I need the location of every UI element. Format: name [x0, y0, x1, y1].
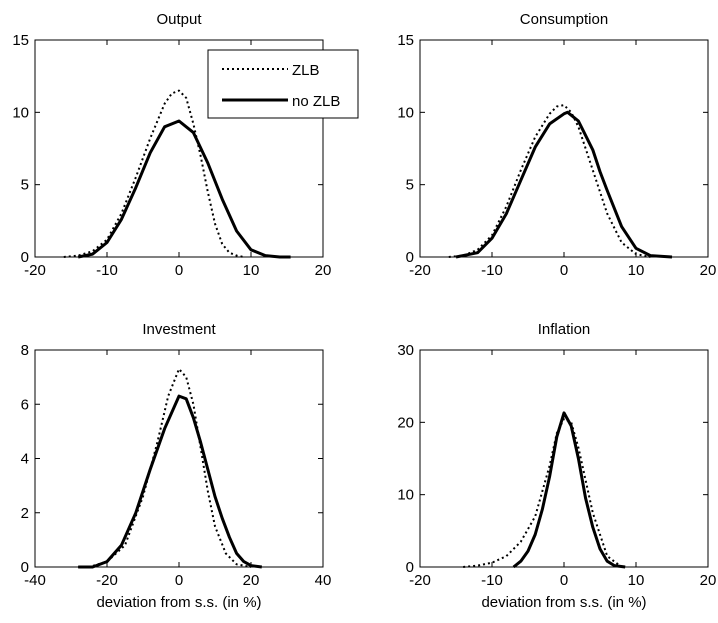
x-tick-label: -40 [24, 572, 46, 589]
x-tick-label: 20 [700, 262, 717, 279]
x-tick-label: 0 [560, 262, 568, 279]
y-tick-label: 10 [397, 104, 414, 121]
y-tick-label: 4 [21, 451, 29, 468]
y-tick-label: 10 [12, 104, 29, 121]
series-line-no-zlb [455, 110, 673, 259]
legend-box [207, 49, 359, 119]
x-tick-label: -10 [481, 262, 503, 279]
x-tick-label: -10 [96, 262, 118, 279]
x-tick-label: 40 [315, 572, 332, 589]
panel-title: Consumption [520, 11, 608, 28]
x-tick-label: -20 [24, 262, 46, 279]
legend-entry: ZLB [292, 62, 320, 79]
x-axis-label: deviation from s.s. (in %) [96, 594, 261, 611]
series-line-zlb [63, 89, 244, 258]
axes-box [34, 349, 324, 568]
x-tick-label: 20 [243, 572, 260, 589]
y-tick-label: 2 [21, 505, 29, 522]
y-tick-label: 20 [397, 414, 414, 431]
series-line-no-zlb [77, 119, 291, 259]
series-line-zlb [78, 368, 252, 568]
panel-title: Investment [142, 321, 216, 338]
y-tick-label: 30 [397, 342, 414, 359]
x-tick-label: -10 [481, 572, 503, 589]
x-tick-label: 0 [560, 572, 568, 589]
panel-output: Output -20 -10 0 10 20 0 5 10 15 ZLB no ZLB [12, 11, 359, 279]
series-line-no-zlb [78, 394, 262, 569]
axes-box [419, 349, 709, 568]
x-tick-label: -20 [409, 262, 431, 279]
panel-investment: Investment -40 -20 0 20 40 0 2 4 6 8 deviation from… [21, 321, 332, 611]
panel-title: Inflation [538, 321, 591, 338]
y-tick-label: 0 [406, 249, 414, 266]
panel-title: Output [156, 11, 202, 28]
legend: ZLB no ZLB [207, 49, 359, 119]
series-line-zlb [448, 104, 651, 258]
x-tick-label: 20 [315, 262, 332, 279]
x-tick-label: 10 [628, 262, 645, 279]
x-tick-label: 0 [175, 572, 183, 589]
y-tick-label: 0 [406, 559, 414, 576]
y-tick-label: 8 [21, 342, 29, 359]
series-line-zlb [463, 417, 623, 568]
y-tick-label: 0 [21, 249, 29, 266]
legend-entry: no ZLB [292, 93, 340, 110]
x-tick-label: 10 [628, 572, 645, 589]
y-tick-label: 15 [397, 32, 414, 49]
x-tick-label: -20 [409, 572, 431, 589]
x-tick-label: 20 [700, 572, 717, 589]
panel-inflation: Inflation -20 -10 0 10 20 0 10 20 30 deviation fro… [397, 321, 716, 611]
y-tick-label: 5 [21, 177, 29, 194]
y-tick-label: 10 [397, 487, 414, 504]
y-tick-label: 5 [406, 177, 414, 194]
y-tick-label: 6 [21, 396, 29, 413]
series-line-no-zlb [512, 411, 626, 569]
axes-box [419, 39, 709, 258]
x-tick-label: 0 [175, 262, 183, 279]
y-tick-label: 0 [21, 559, 29, 576]
x-tick-label: -20 [96, 572, 118, 589]
y-tick-label: 15 [12, 32, 29, 49]
x-axis-label: deviation from s.s. (in %) [481, 594, 646, 611]
x-tick-label: 10 [243, 262, 260, 279]
panel-consumption: Consumption -20 -10 0 10 20 0 5 10 15 [397, 11, 716, 279]
